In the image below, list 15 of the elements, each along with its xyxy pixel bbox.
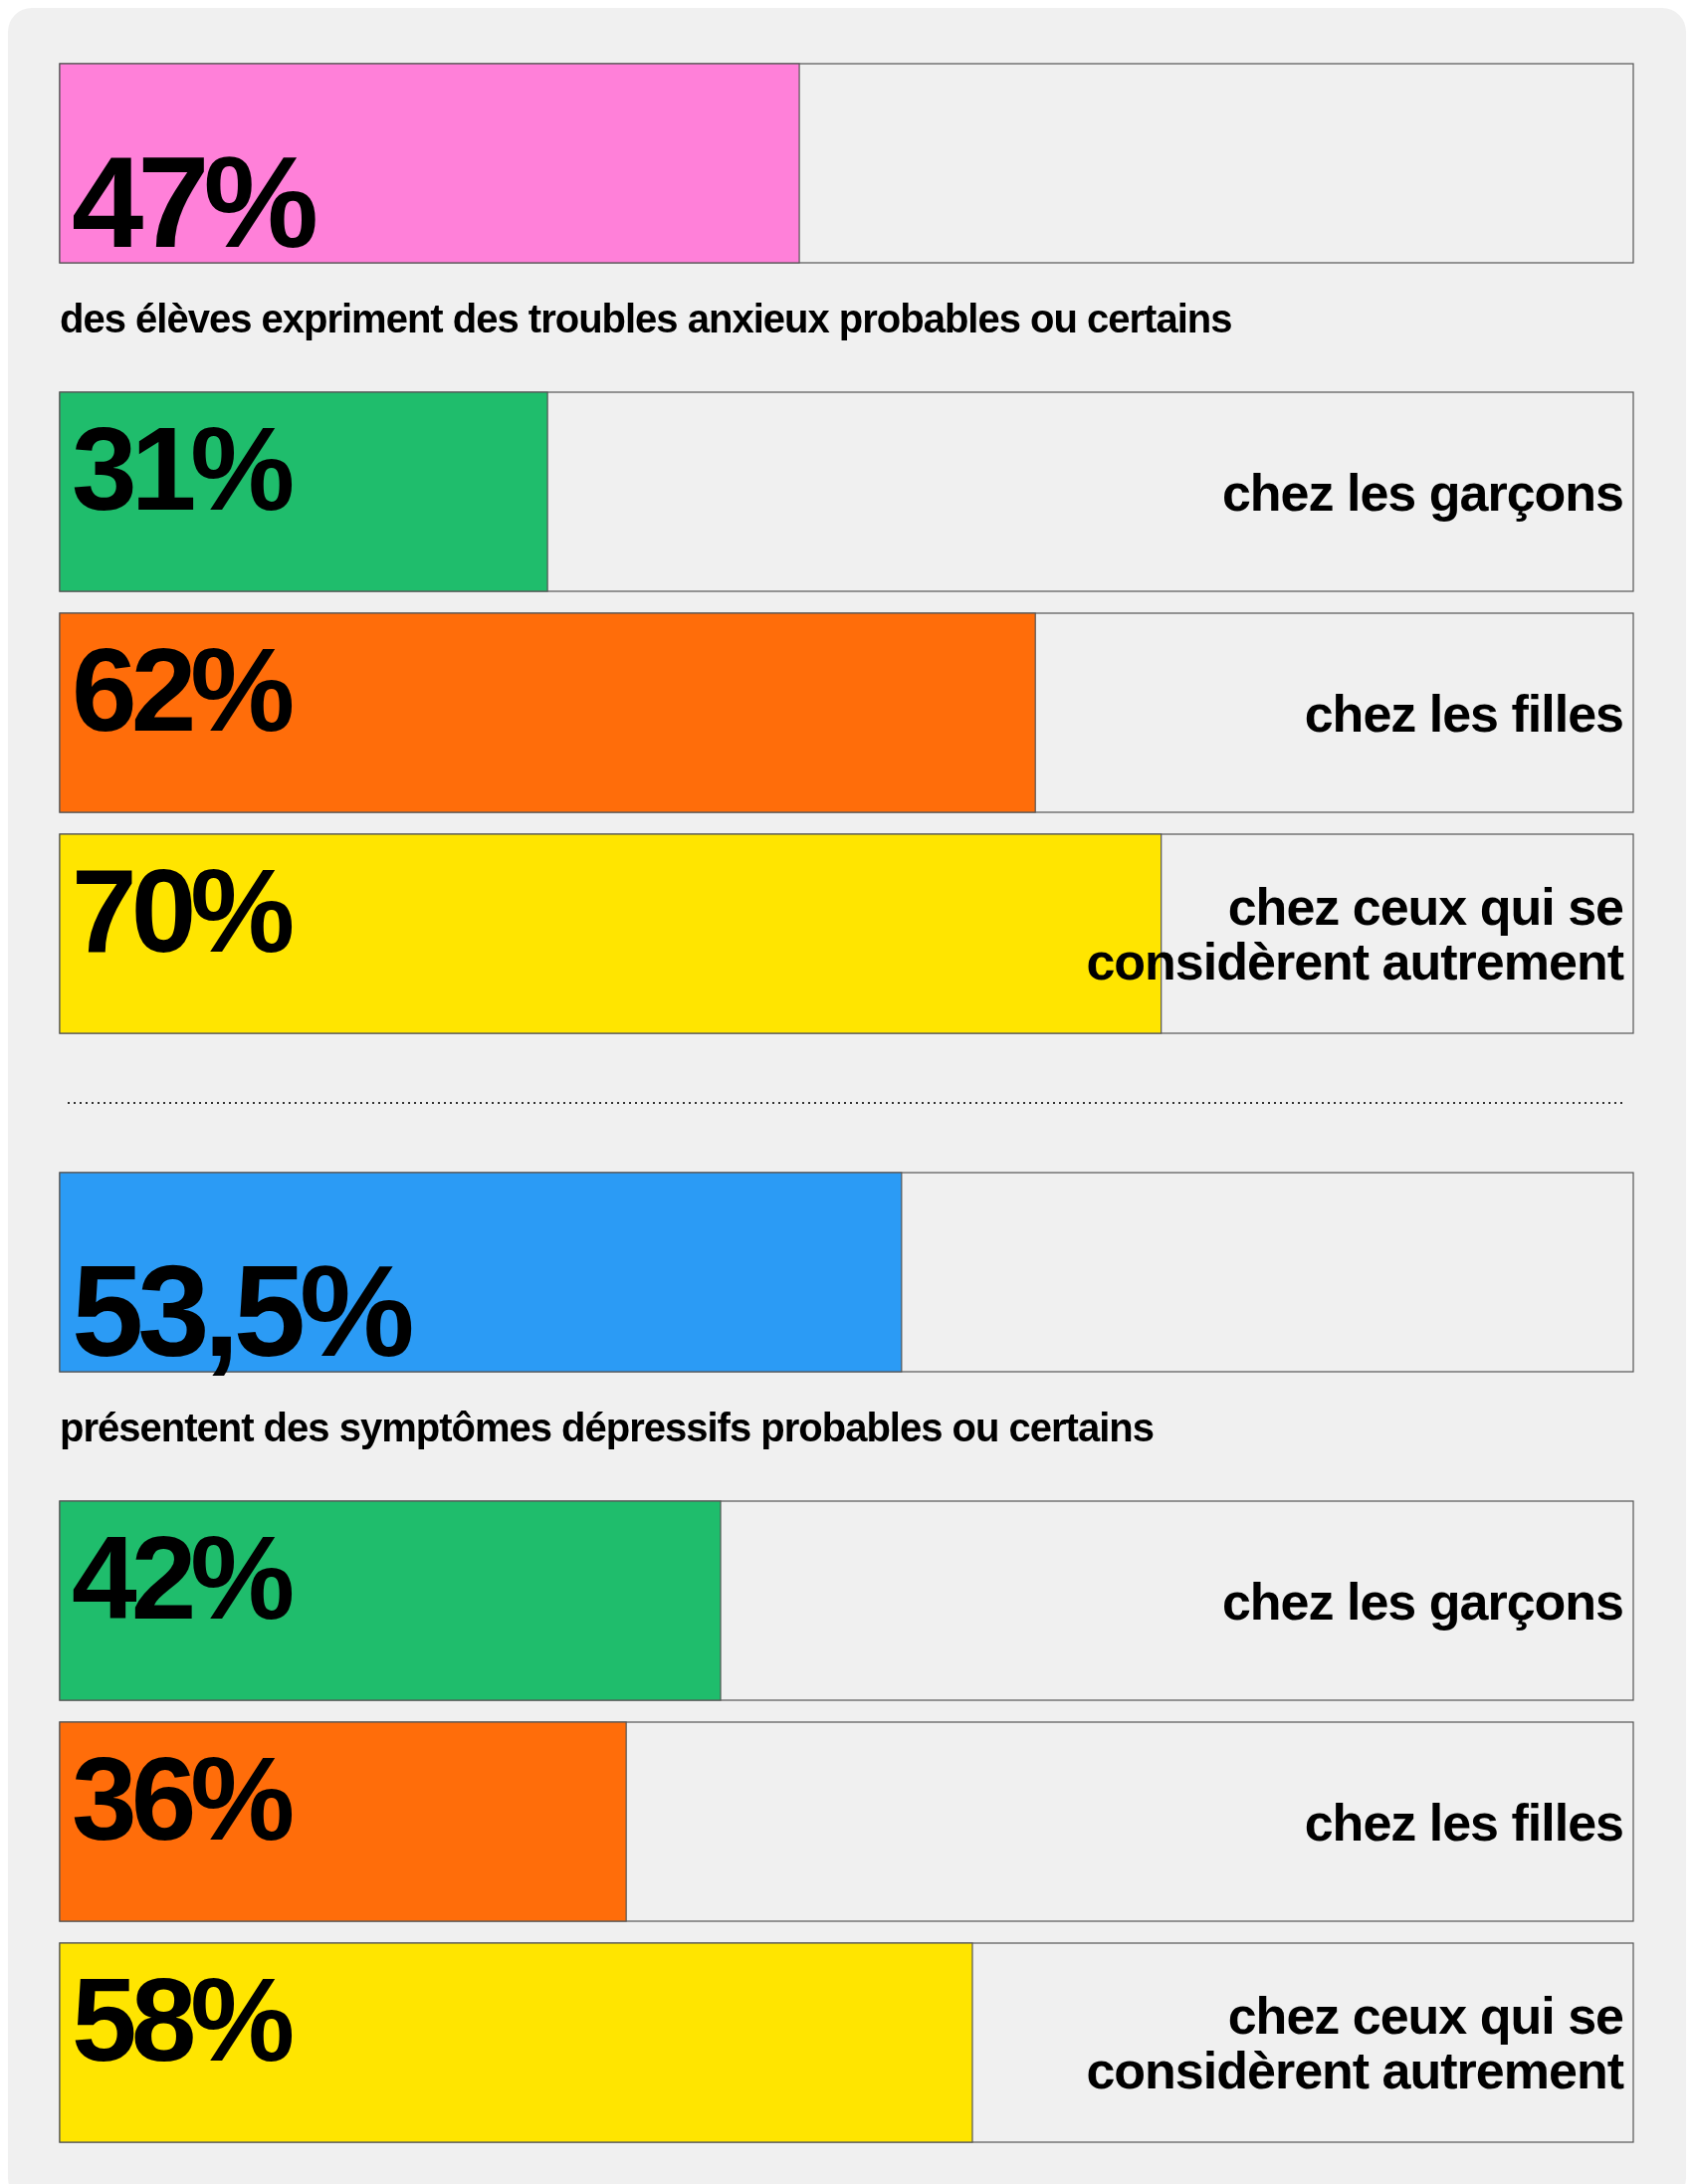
data-label: 31%: [72, 403, 293, 535]
data-label: 42%: [72, 1512, 293, 1643]
data-label: 62%: [72, 624, 293, 756]
category-label: chez les garçons: [1221, 1572, 1623, 1631]
category-label: chez les filles: [1304, 684, 1623, 743]
category-label: chez les filles: [1304, 1793, 1623, 1852]
data-label: 70%: [72, 845, 293, 977]
category-label: des élèves expriment des troubles anxieux probables ou certains: [60, 297, 1232, 340]
category-label: présentent des symptômes dépressifs probables ou certains: [60, 1406, 1154, 1449]
data-label: 47%: [72, 129, 317, 275]
data-label: 58%: [72, 1954, 293, 2085]
data-label: 53,5%: [72, 1238, 413, 1384]
data-label: 36%: [72, 1733, 293, 1864]
category-label: chez les garçons: [1221, 463, 1623, 522]
category-label: chez ceux qui se considèrent autrement: [1086, 1987, 1623, 2100]
